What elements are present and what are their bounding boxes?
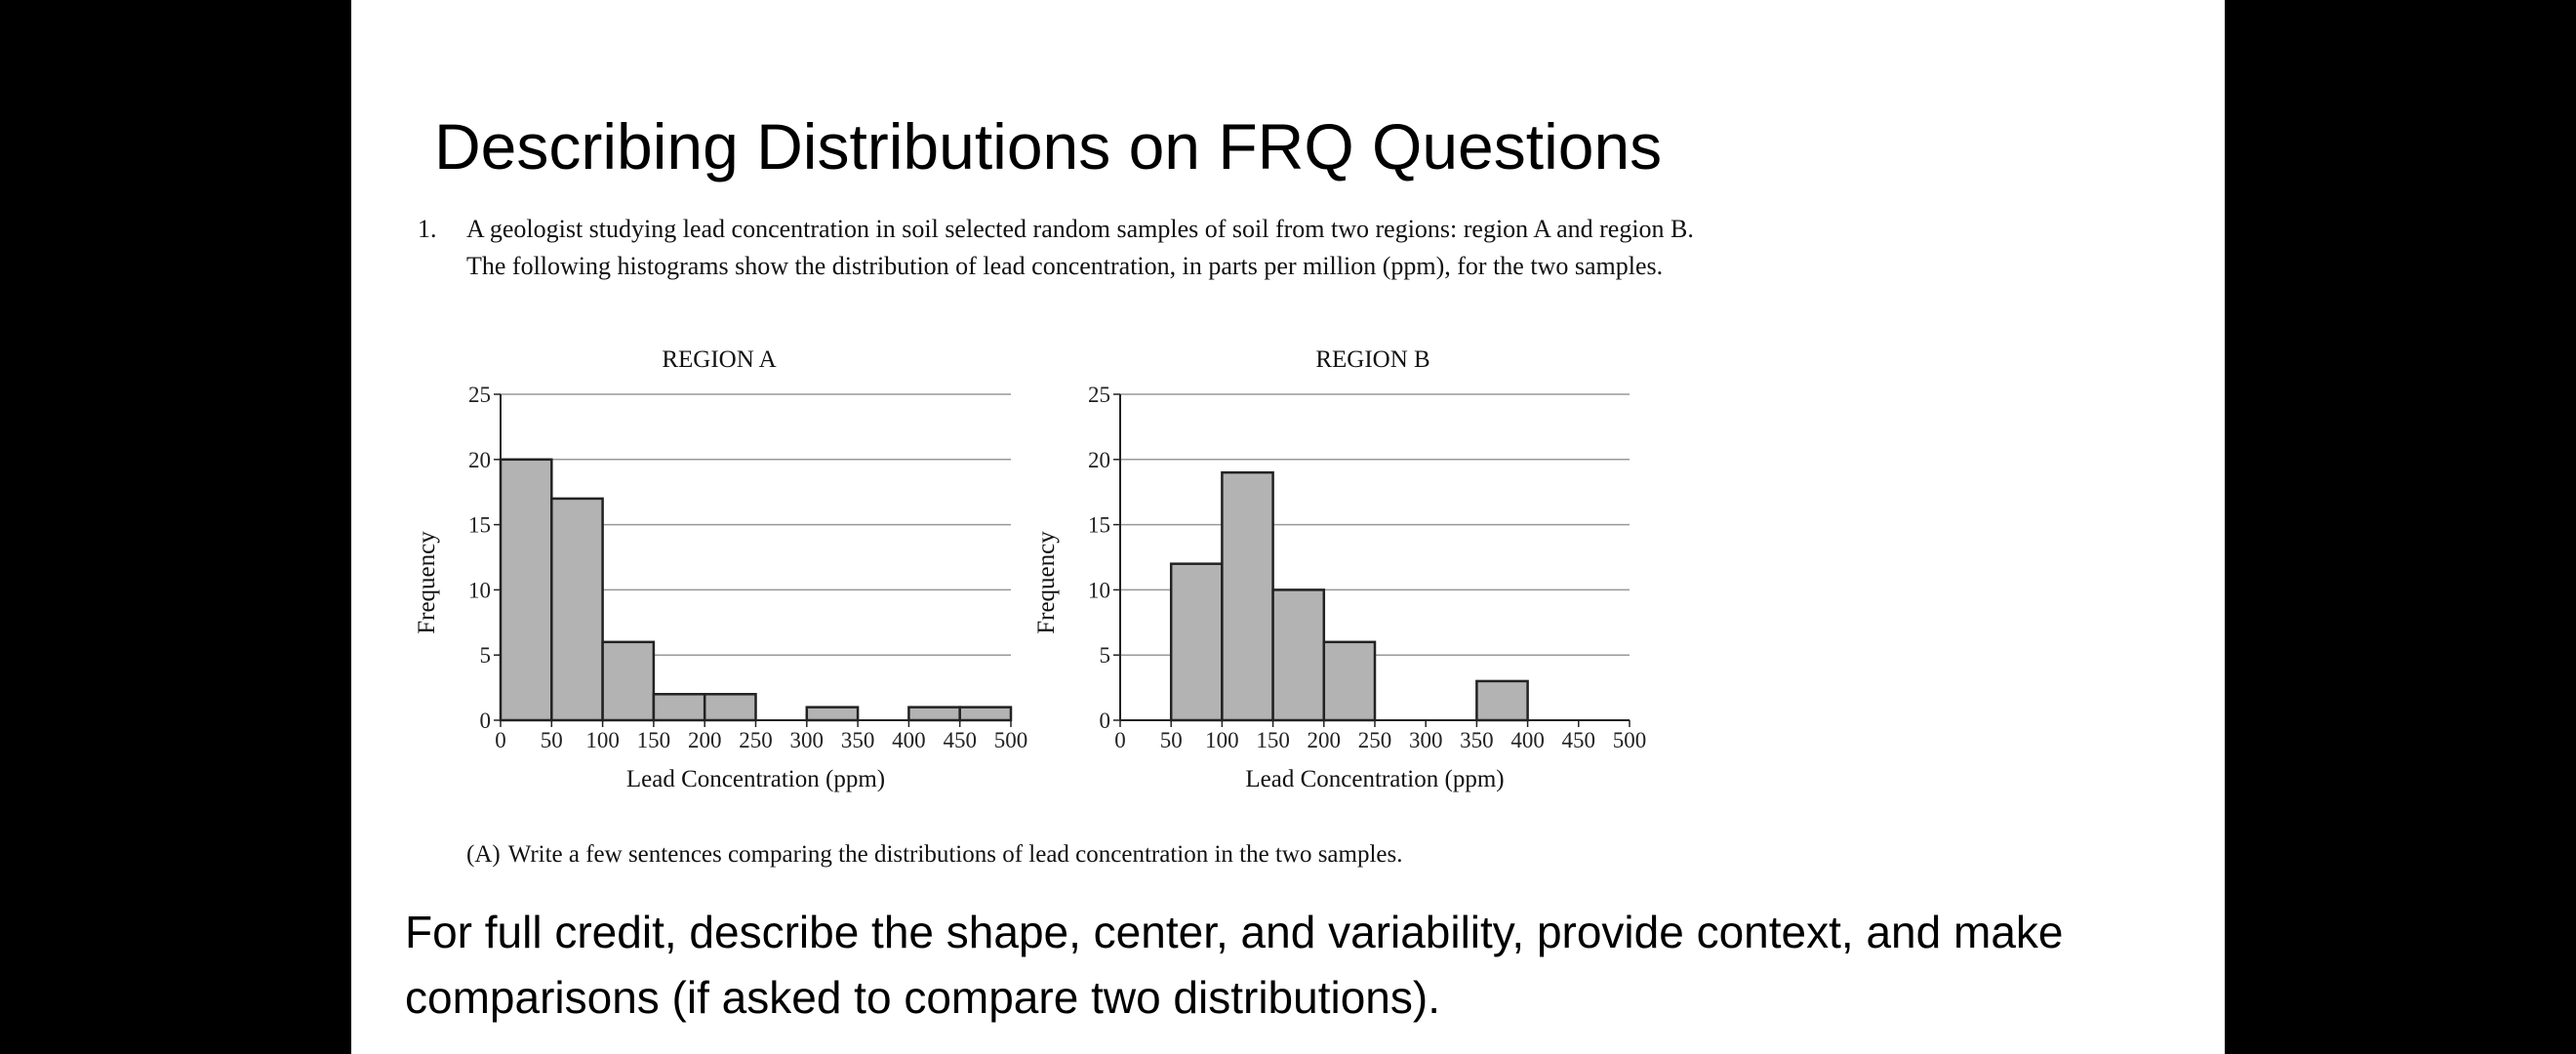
chart-b-x-tick-label: 0 xyxy=(1114,728,1126,752)
chart-b-x-tick-label: 150 xyxy=(1256,728,1290,752)
chart-a-x-tick-label: 0 xyxy=(495,728,506,752)
question-text: A geologist studying lead concentration … xyxy=(466,215,1694,280)
chart-a-y-tick-label: 10 xyxy=(468,578,491,602)
chart-b-bar xyxy=(1271,588,1326,722)
chart-b-bar xyxy=(1475,679,1529,722)
chart-b-bar xyxy=(1322,640,1377,722)
chart-a-x-tick-label: 100 xyxy=(585,728,620,752)
chart-b-x-tick-label: 50 xyxy=(1160,728,1183,752)
chart-a-y-tick-label: 25 xyxy=(468,383,491,407)
chart-b-y-tick-label: 0 xyxy=(1100,709,1111,733)
part-a-label: (A) xyxy=(466,841,501,868)
chart-b-x-tick-label: 100 xyxy=(1205,728,1239,752)
part-a-prompt: (A) Write a few sentences comparing the d… xyxy=(466,841,1403,869)
chart-a-x-tick-label: 50 xyxy=(541,728,563,752)
chart-a-x-tick-label: 200 xyxy=(688,728,722,752)
chart-b-x-tick-label: 450 xyxy=(1562,728,1596,752)
slide-title: Describing Distributions on FRQ Question… xyxy=(434,110,1663,182)
credit-note: For full credit, describe the shape, cen… xyxy=(405,907,2064,1023)
chart-b-title: REGION B xyxy=(1315,346,1429,373)
chart-b-y-tick-label: 5 xyxy=(1100,643,1111,668)
chart-a-bar xyxy=(601,640,656,722)
chart-a-y-label: Frequency xyxy=(414,531,440,634)
chart-a-bar xyxy=(499,458,553,722)
chart-b-x-tick-label: 250 xyxy=(1358,728,1392,752)
chart-a-x-tick-label: 150 xyxy=(637,728,671,752)
chart-a-y-tick-label: 0 xyxy=(480,709,492,733)
chart-b-x-tick-label: 500 xyxy=(1613,728,1647,752)
chart-b-x-tick-label: 300 xyxy=(1409,728,1443,752)
chart-a-y-tick-label: 5 xyxy=(480,643,492,668)
chart-a-y-tick-label: 15 xyxy=(468,513,491,538)
part-a-text: Write a few sentences comparing the dist… xyxy=(507,841,1403,868)
chart-a-bar xyxy=(703,693,757,722)
chart-b-x-tick-label: 200 xyxy=(1308,728,1342,752)
chart-b-x-tick-label: 350 xyxy=(1460,728,1494,752)
chart-a-bar xyxy=(652,693,706,722)
chart-b-y-tick-label: 20 xyxy=(1088,448,1110,472)
chart-a-x-tick-label: 300 xyxy=(790,728,825,752)
chart-a-bar xyxy=(958,706,1013,722)
chart-a-x-tick-label: 400 xyxy=(892,728,926,752)
chart-a-bar xyxy=(805,706,860,722)
chart-b-x-tick-label: 400 xyxy=(1510,728,1545,752)
chart-a-x-tick-label: 500 xyxy=(994,728,1028,752)
chart-a-x-label: Lead Concentration (ppm) xyxy=(626,766,885,792)
chart-b-y-tick-label: 15 xyxy=(1088,513,1110,538)
chart-a-y-tick-label: 20 xyxy=(468,448,491,472)
chart-a-title: REGION A xyxy=(662,346,776,373)
chart-b-y-label: Frequency xyxy=(1033,531,1060,634)
chart-a-bar xyxy=(907,706,961,722)
chart-a-x-tick-label: 250 xyxy=(739,728,773,752)
chart-a-x-tick-label: 350 xyxy=(841,728,875,752)
chart-b-bar xyxy=(1221,470,1274,722)
chart-a-x-tick-label: 450 xyxy=(943,728,977,752)
chart-b-bar xyxy=(1169,562,1224,722)
chart-b-y-tick-label: 10 xyxy=(1088,578,1110,602)
question-number: 1. xyxy=(418,215,437,243)
slide: Describing Distributions on FRQ Question… xyxy=(351,0,2225,1054)
chart-b-y-tick-label: 25 xyxy=(1088,383,1110,407)
chart-b-x-label: Lead Concentration (ppm) xyxy=(1245,766,1504,792)
chart-a-bar xyxy=(550,497,604,722)
